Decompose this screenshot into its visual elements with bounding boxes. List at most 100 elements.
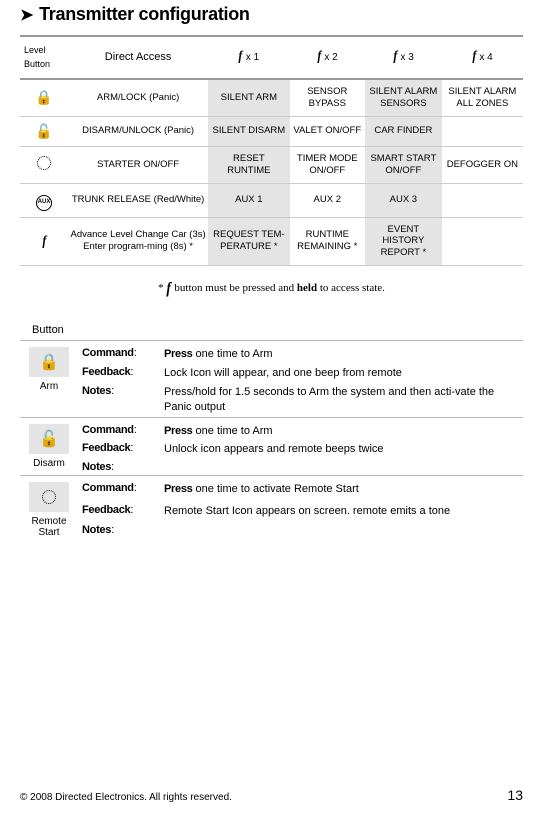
page-footer: © 2008 Directed Electronics. All rights … [20, 787, 523, 803]
detail-value: Press/hold for 1.5 seconds to Arm the sy… [160, 383, 523, 417]
detail-label: Feedback: [78, 502, 160, 523]
detail-icon-label: Remote Start [31, 516, 66, 538]
cell-x1: SILENT DISARM [208, 116, 289, 147]
detail-row: Notes: [20, 459, 523, 476]
detail-value: Press one time to activate Remote Start [160, 476, 523, 502]
detail-label: Feedback: [78, 440, 160, 459]
detail-row: 🔒ArmCommand:Press one time to Arm [20, 341, 523, 364]
cell-x3: SILENT ALARM SENSORS [365, 79, 442, 116]
detail-icon-box [29, 482, 69, 512]
detail-row: Notes: [20, 522, 523, 540]
remote-start-icon [42, 490, 56, 504]
config-row: f Advance Level Change Car (3s) Enter pro… [20, 217, 523, 266]
details-table-body: 🔒ArmCommand:Press one time to ArmFeedbac… [20, 341, 523, 541]
unlock-icon: 🔓 [39, 429, 59, 449]
header-x2: f x 2 [290, 36, 366, 79]
detail-label: Command: [78, 476, 160, 502]
cell-x4: SILENT ALARM ALL ZONES [442, 79, 523, 116]
detail-icon-label: Arm [40, 381, 58, 392]
header-level-button: Level Button [20, 36, 68, 79]
detail-row: Feedback:Unlock icon appears and remote … [20, 440, 523, 459]
button-section-label: Button [32, 324, 523, 336]
cell-x4 [442, 183, 523, 217]
cell-direct: DISARM/UNLOCK (Panic) [68, 116, 208, 147]
config-row: AUX TRUNK RELEASE (Red/White)AUX 1AUX 2AU… [20, 183, 523, 217]
cell-x3: SMART START ON/OFF [365, 147, 442, 184]
cell-x4 [442, 116, 523, 147]
header-x4: f x 4 [442, 36, 523, 79]
detail-row: Feedback:Lock Icon will appear, and one … [20, 364, 523, 383]
footer-copyright: © 2008 Directed Electronics. All rights … [20, 792, 232, 803]
f-icon: f [239, 49, 243, 65]
page-heading: ➤ Transmitter configuration [20, 4, 523, 25]
detail-row: 🔓DisarmCommand:Press one time to Arm [20, 417, 523, 440]
config-table: Level Button Direct Access f x 1 f x 2 f… [20, 35, 523, 266]
detail-label: Command: [78, 417, 160, 440]
detail-icon-label: Disarm [33, 458, 65, 469]
f-icon: f [472, 49, 476, 65]
detail-label: Notes: [78, 522, 160, 540]
footnote: * f button must be pressed and held to a… [20, 280, 523, 298]
detail-label: Notes: [78, 383, 160, 417]
cell-x2: VALET ON/OFF [290, 116, 366, 147]
row-icon-cell: 🔓 [20, 116, 68, 147]
detail-value: Press one time to Arm [160, 341, 523, 364]
cell-direct: STARTER ON/OFF [68, 147, 208, 184]
detail-value [160, 522, 523, 540]
detail-icon-block: 🔓 Disarm [20, 417, 78, 476]
cell-x1: AUX 1 [208, 183, 289, 217]
detail-label: Feedback: [78, 364, 160, 383]
cell-x4: DEFOGGER ON [442, 147, 523, 184]
detail-value: Lock Icon will appear, and one beep from… [160, 364, 523, 383]
unlock-icon: 🔓 [35, 123, 52, 139]
row-icon-cell: f [20, 217, 68, 266]
cell-x1: RESET RUNTIME [208, 147, 289, 184]
header-x1: f x 1 [208, 36, 289, 79]
cell-x4 [442, 217, 523, 266]
cell-x1: REQUEST TEM-PERATURE * [208, 217, 289, 266]
f-icon: f [317, 49, 321, 65]
config-table-body: 🔒 ARM/LOCK (Panic)SILENT ARMSENSOR BYPASS… [20, 79, 523, 266]
config-row: 🔓 DISARM/UNLOCK (Panic)SILENT DISARMVALET… [20, 116, 523, 147]
config-row: 🔒 ARM/LOCK (Panic)SILENT ARMSENSOR BYPASS… [20, 79, 523, 116]
detail-row: Remote StartCommand:Press one time to ac… [20, 476, 523, 502]
cell-x2: SENSOR BYPASS [290, 79, 366, 116]
cell-direct: TRUNK RELEASE (Red/White) [68, 183, 208, 217]
row-icon-cell: 🔒 [20, 79, 68, 116]
lock-icon: 🔒 [39, 352, 59, 372]
header-direct-access: Direct Access [68, 36, 208, 79]
cell-x3: EVENT HISTORY REPORT * [365, 217, 442, 266]
heading-arrow-icon: ➤ [20, 5, 33, 25]
footer-page-number: 13 [507, 787, 523, 803]
detail-row: Feedback:Remote Start Icon appears on sc… [20, 502, 523, 523]
config-row: STARTER ON/OFFRESET RUNTIMETIMER MODE ON… [20, 147, 523, 184]
row-icon-cell [20, 147, 68, 184]
detail-label: Command: [78, 341, 160, 364]
heading-text: Transmitter configuration [39, 4, 250, 25]
f-icon: f [167, 280, 172, 298]
detail-icon-box: 🔒 [29, 347, 69, 377]
detail-value [160, 459, 523, 476]
details-table: 🔒ArmCommand:Press one time to ArmFeedbac… [20, 340, 523, 540]
f-icon: f [42, 233, 46, 251]
aux-icon: AUX [36, 195, 52, 211]
cell-x2: TIMER MODE ON/OFF [290, 147, 366, 184]
cell-x2: AUX 2 [290, 183, 366, 217]
cell-x2: RUNTIME REMAINING * [290, 217, 366, 266]
detail-row: Notes:Press/hold for 1.5 seconds to Arm … [20, 383, 523, 417]
detail-icon-box: 🔓 [29, 424, 69, 454]
cell-direct: Advance Level Change Car (3s) Enter prog… [68, 217, 208, 266]
lock-icon: 🔒 [35, 89, 52, 105]
detail-value: Press one time to Arm [160, 417, 523, 440]
detail-label: Notes: [78, 459, 160, 476]
f-icon: f [393, 49, 397, 65]
detail-icon-block: 🔒 Arm [20, 341, 78, 417]
cell-direct: ARM/LOCK (Panic) [68, 79, 208, 116]
detail-icon-block: Remote Start [20, 476, 78, 541]
remote-start-icon [37, 156, 51, 170]
cell-x3: AUX 3 [365, 183, 442, 217]
cell-x1: SILENT ARM [208, 79, 289, 116]
header-x3: f x 3 [365, 36, 442, 79]
row-icon-cell: AUX [20, 183, 68, 217]
detail-value: Unlock icon appears and remote beeps twi… [160, 440, 523, 459]
